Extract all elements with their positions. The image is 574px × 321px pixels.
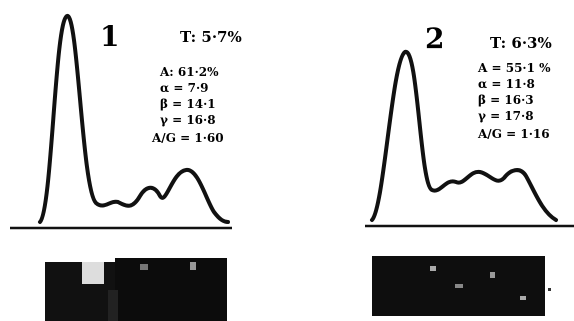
fraction: A/G = 1·60 — [151, 131, 224, 145]
fraction: α = 11·8 — [478, 77, 535, 91]
fraction: γ = 16·8 — [160, 113, 216, 127]
total-protein: T: 5·7% — [180, 28, 242, 46]
gel-strip — [45, 258, 227, 321]
fraction: β = 16·3 — [478, 93, 534, 107]
fraction: α = 7·9 — [160, 81, 209, 95]
panel-label: 2 — [425, 22, 444, 55]
fraction: γ = 17·8 — [478, 109, 534, 123]
total-protein: T: 6·3% — [490, 34, 552, 52]
fraction: β = 14·1 — [160, 97, 216, 111]
fraction: A = 55·1 % — [477, 61, 551, 75]
figure: 1 T: 5·7% A: 61·2% α = 7·9 β = 14·1 γ = … — [0, 0, 574, 321]
fraction: A: 61·2% — [159, 65, 219, 79]
panel-label: 1 — [100, 20, 119, 53]
fraction-list: A: 61·2% α = 7·9 β = 14·1 γ = 16·8 A/G =… — [151, 65, 224, 145]
gel-strip — [372, 256, 551, 316]
fraction: A/G = 1·16 — [477, 127, 550, 141]
